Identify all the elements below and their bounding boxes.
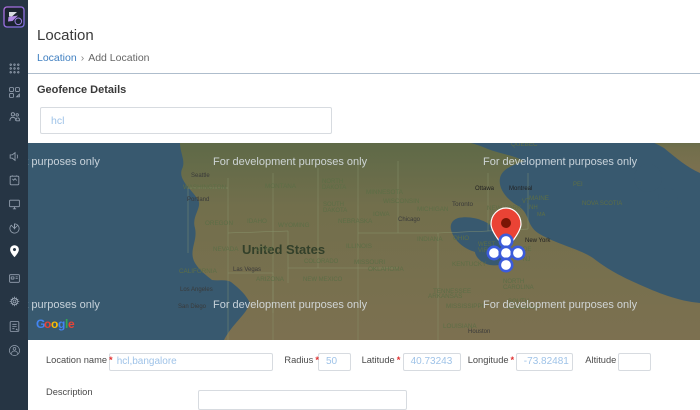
svg-text:UTAH: UTAH xyxy=(256,246,273,253)
svg-text:New York: New York xyxy=(525,238,551,244)
svg-text:QUEBEC: QUEBEC xyxy=(511,143,538,148)
svg-text:ILLINOIS: ILLINOIS xyxy=(346,243,372,250)
svg-text:Las Vegas: Las Vegas xyxy=(233,267,261,273)
svg-text:CAROLINA: CAROLINA xyxy=(503,285,534,291)
svg-text:ent purposes only: ent purposes only xyxy=(28,299,100,311)
svg-text:PEI: PEI xyxy=(573,182,583,188)
svg-text:NOVA SCOTIA: NOVA SCOTIA xyxy=(582,201,622,207)
svg-text:e: e xyxy=(68,317,75,331)
svg-text:Ottawa: Ottawa xyxy=(475,186,495,192)
svg-text:CALIFORNIA: CALIFORNIA xyxy=(179,268,218,275)
svg-text:Seattle: Seattle xyxy=(191,173,210,179)
svg-text:DAKOTA: DAKOTA xyxy=(323,208,347,214)
svg-text:Portland: Portland xyxy=(187,197,209,203)
svg-text:ARIZONA: ARIZONA xyxy=(256,276,285,283)
svg-text:Houston: Houston xyxy=(468,329,490,335)
svg-text:KENTUCKY: KENTUCKY xyxy=(452,261,487,268)
svg-text:INDIANA: INDIANA xyxy=(417,236,443,243)
svg-text:MAINE: MAINE xyxy=(529,195,549,202)
svg-text:MISSISSIPPI: MISSISSIPPI xyxy=(446,303,484,310)
svg-text:NEBRASKA: NEBRASKA xyxy=(338,218,373,225)
svg-text:MONTANA: MONTANA xyxy=(265,183,297,190)
svg-text:OHIO: OHIO xyxy=(453,235,469,242)
svg-text:Los Angeles: Los Angeles xyxy=(180,287,213,293)
svg-text:MISSOURI: MISSOURI xyxy=(354,259,385,266)
svg-text:For development purposes only: For development purposes only xyxy=(213,156,368,168)
svg-text:For development purposes only: For development purposes only xyxy=(483,299,638,311)
svg-text:MA: MA xyxy=(537,212,546,218)
svg-text:WISCONSIN: WISCONSIN xyxy=(383,198,420,205)
svg-text:DAKOTA: DAKOTA xyxy=(322,185,346,191)
svg-text:United States: United States xyxy=(242,242,325,257)
svg-text:NEVADA: NEVADA xyxy=(213,246,239,253)
svg-text:San Diego: San Diego xyxy=(178,304,207,310)
svg-text:NEW MEXICO: NEW MEXICO xyxy=(303,277,343,283)
svg-text:IDAHO: IDAHO xyxy=(247,218,267,225)
svg-text:IOWA: IOWA xyxy=(373,211,390,218)
svg-text:COLORADO: COLORADO xyxy=(304,259,339,265)
svg-text:Toronto: Toronto xyxy=(452,201,474,208)
svg-text:OKLAHOMA: OKLAHOMA xyxy=(368,266,404,273)
svg-text:ARKANSAS: ARKANSAS xyxy=(428,293,462,300)
svg-text:Montreal: Montreal xyxy=(509,186,532,192)
svg-text:Chicago: Chicago xyxy=(398,217,421,223)
svg-text:MICHIGAN: MICHIGAN xyxy=(417,206,449,213)
svg-text:WYOMING: WYOMING xyxy=(278,222,310,229)
svg-text:For development purposes only: For development purposes only xyxy=(213,299,368,311)
svg-text:ent purposes only: ent purposes only xyxy=(28,156,100,168)
svg-text:OREGON: OREGON xyxy=(205,220,233,227)
svg-text:MINNESOTA: MINNESOTA xyxy=(366,189,404,196)
svg-text:WASHINGTON: WASHINGTON xyxy=(183,184,226,191)
svg-text:For development purposes only: For development purposes only xyxy=(483,156,638,168)
svg-text:NH: NH xyxy=(529,205,538,211)
